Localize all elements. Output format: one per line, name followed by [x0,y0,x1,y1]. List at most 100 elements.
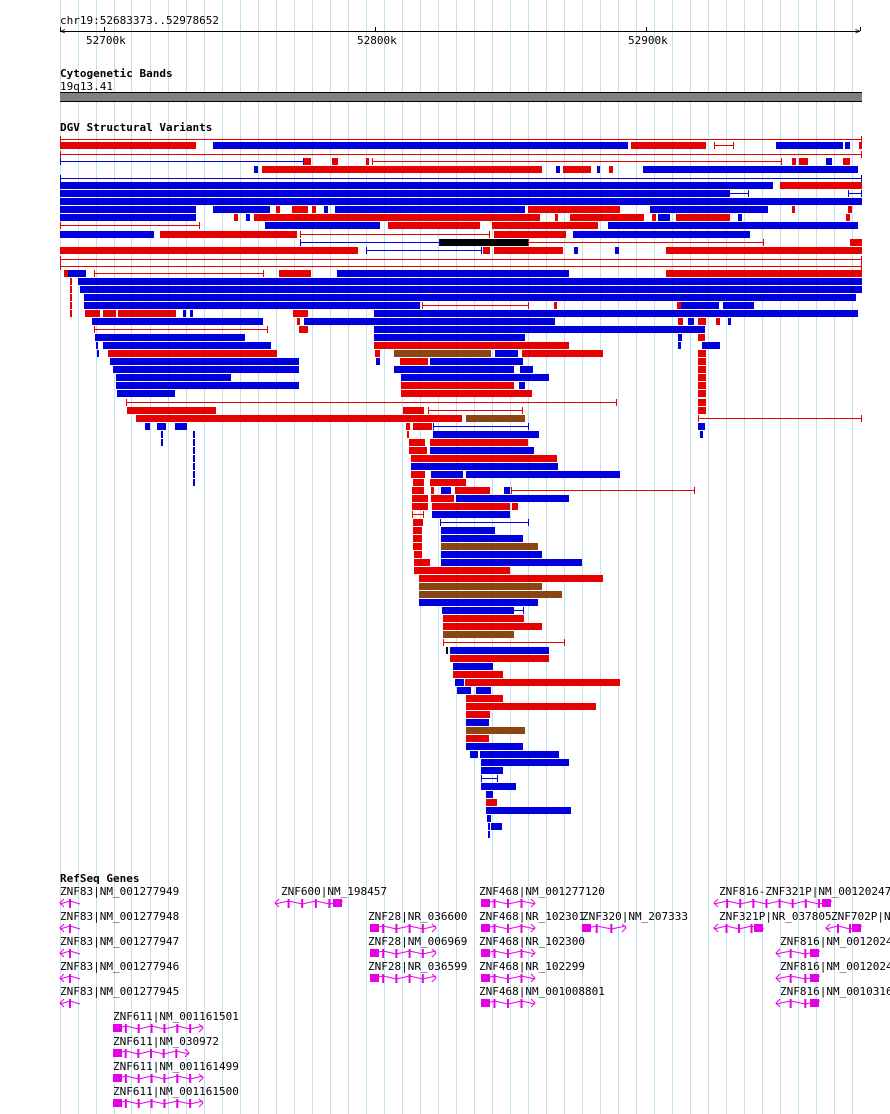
dgv-variant[interactable] [419,599,538,606]
dgv-variant-span[interactable] [300,234,490,235]
dgv-variant[interactable] [279,270,311,277]
dgv-variant[interactable] [843,158,850,165]
dgv-variant[interactable] [466,703,596,710]
dgv-variant[interactable] [776,142,843,149]
gene-label[interactable]: ZNF83|NM_001277946 [60,960,180,973]
dgv-variant[interactable] [394,366,514,373]
dgv-variant-span[interactable] [60,225,200,226]
dgv-variant[interactable] [597,166,600,173]
dgv-variant[interactable] [476,687,491,694]
dgv-variant[interactable] [96,342,98,349]
dgv-variant[interactable] [127,407,216,414]
dgv-variant[interactable] [432,503,510,510]
dgv-variant[interactable] [70,286,72,293]
gene-label[interactable]: ZNF611|NM_030972 [113,1035,219,1048]
dgv-variant[interactable] [412,495,428,502]
dgv-variant[interactable] [483,247,490,254]
dgv-variant[interactable] [193,471,195,478]
dgv-variant-span[interactable] [511,490,695,491]
dgv-variant[interactable] [60,231,154,238]
cytoband-bar[interactable] [60,92,862,102]
dgv-variant[interactable] [430,358,523,365]
dgv-variant[interactable] [443,623,542,630]
dgv-variant[interactable] [265,222,380,229]
dgv-variant-span[interactable] [698,418,862,419]
dgv-variant[interactable] [411,455,557,462]
dgv-variant[interactable] [631,142,706,149]
dgv-variant[interactable] [698,382,706,389]
dgv-variant[interactable] [193,447,195,454]
gene-label[interactable]: ZNF816-ZNF321P|NM_001202473 [719,885,890,898]
dgv-variant[interactable] [297,318,300,325]
gene-label[interactable]: ZNF816|NM_00120245 [780,935,890,948]
dgv-variant[interactable] [573,231,750,238]
dgv-variant[interactable] [414,567,510,574]
dgv-variant-span[interactable] [60,259,862,260]
gene-label[interactable]: ZNF468|NR_102300 [479,935,585,948]
gene-label[interactable]: ZNF468|NM_001008801 [479,985,605,998]
dgv-variant[interactable] [441,527,495,534]
dgv-variant[interactable] [403,407,424,414]
gene-label[interactable]: ZNF321P|NR_037805 [719,910,832,923]
dgv-variant-span[interactable] [443,642,565,643]
dgv-variant[interactable] [698,358,706,365]
dgv-variant[interactable] [799,158,808,165]
dgv-variant[interactable] [213,142,628,149]
dgv-variant[interactable] [430,447,534,454]
dgv-variant[interactable] [698,399,706,406]
gene-label[interactable]: ZNF468|NM_001277120 [479,885,605,898]
dgv-variant[interactable] [455,679,464,686]
dgv-variant[interactable] [70,294,72,301]
dgv-variant[interactable] [419,591,562,598]
dgv-variant-span[interactable] [440,522,529,523]
gene-model[interactable] [479,973,537,985]
dgv-variant[interactable] [466,735,489,742]
dgv-variant[interactable] [254,166,258,173]
dgv-variant[interactable] [570,214,644,221]
dgv-variant[interactable] [431,487,434,494]
dgv-variant[interactable] [520,366,533,373]
dgv-variant[interactable] [118,310,176,317]
dgv-variant[interactable] [117,390,175,397]
dgv-variant-span[interactable] [848,193,862,194]
dgv-variant[interactable] [413,543,422,550]
dgv-variant[interactable] [84,294,856,301]
gene-model[interactable] [774,948,822,960]
dgv-variant[interactable] [780,182,862,189]
dgv-variant[interactable] [413,519,423,526]
dgv-variant-span[interactable] [60,154,862,155]
dgv-variant-span[interactable] [372,161,782,162]
dgv-variant[interactable] [366,158,369,165]
dgv-variant[interactable] [609,166,613,173]
gene-label[interactable]: ZNF611|NM_001161500 [113,1085,239,1098]
gene-label[interactable]: ZNF611|NM_001161499 [113,1060,239,1073]
dgv-variant[interactable] [430,479,466,486]
dgv-variant[interactable] [450,647,549,654]
dgv-variant[interactable] [145,423,150,430]
dgv-variant[interactable] [414,551,422,558]
dgv-variant[interactable] [374,334,525,341]
dgv-variant[interactable] [702,342,720,349]
dgv-variant[interactable] [466,743,523,750]
dgv-variant[interactable] [409,447,427,454]
dgv-variant[interactable] [466,415,525,422]
dgv-variant[interactable] [92,318,263,325]
dgv-variant-span[interactable] [422,305,529,306]
dgv-variant[interactable] [110,358,299,365]
dgv-variant[interactable] [193,455,195,462]
dgv-variant[interactable] [190,310,193,317]
gene-model[interactable] [368,948,438,960]
dgv-variant[interactable] [432,511,510,518]
dgv-variant-span[interactable] [428,410,523,411]
gene-label[interactable]: ZNF468|NR_102301 [479,910,585,923]
dgv-variant[interactable] [60,190,729,197]
dgv-variant[interactable] [376,358,380,365]
dgv-variant[interactable] [332,158,338,165]
dgv-variant[interactable] [519,382,525,389]
dgv-variant[interactable] [716,318,720,325]
dgv-variant[interactable] [374,342,569,349]
dgv-variant[interactable] [60,198,862,205]
dgv-variant[interactable] [859,142,862,149]
dgv-variant[interactable] [406,423,410,430]
dgv-variant[interactable] [486,791,493,798]
